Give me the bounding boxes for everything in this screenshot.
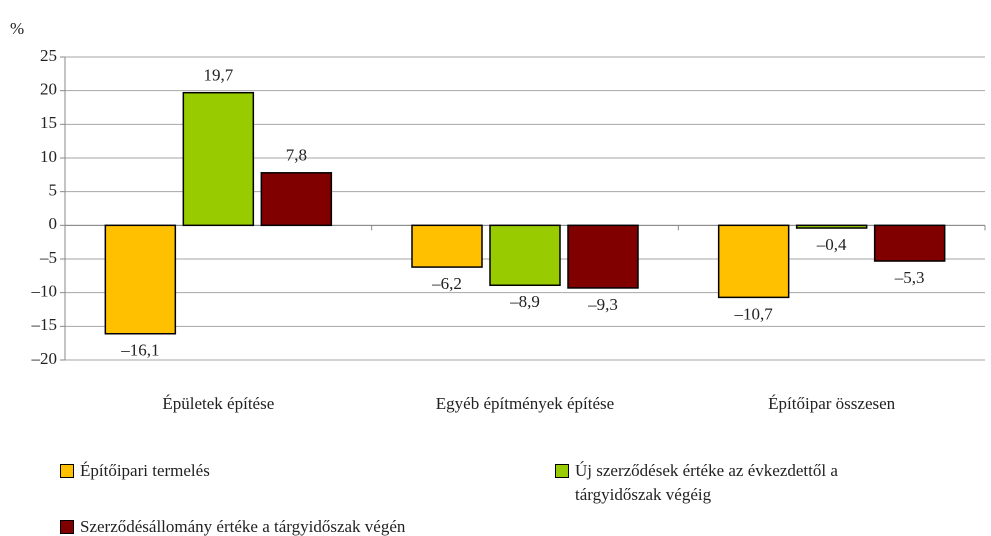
legend-swatch [555,464,569,478]
data-label: –0,4 [816,235,847,254]
data-label: –9,3 [587,295,618,314]
bar [873,224,946,262]
y-tick-label: 20 [40,80,57,99]
y-axis-label: % [10,19,24,38]
bar [489,224,561,287]
legend-swatch [60,464,74,478]
data-label: –8,9 [509,292,540,311]
x-tick-label: Építőipar összesen [768,394,895,413]
legend-item: Építőipari termelés [60,459,500,483]
bar [795,224,868,229]
x-tick-label: Épületek építése [162,394,274,413]
legend-swatch [60,520,74,534]
data-label: –16,1 [120,341,159,360]
data-label: –5,3 [894,268,925,287]
y-tick-label: 15 [40,113,57,132]
bar [104,224,177,335]
bar [567,224,639,289]
data-label: –6,2 [431,274,462,293]
legend-item: Új szerződések értéke az évkezdettől a t… [555,459,855,507]
y-tick-label: –5 [39,248,57,267]
data-label: –10,7 [734,304,774,323]
y-tick-label: 5 [49,181,58,200]
bar [182,91,255,227]
y-tick-label: –20 [31,349,58,368]
y-tick-label: –15 [31,315,58,334]
data-label: 7,8 [286,146,307,165]
y-tick-label: 25 [40,46,57,65]
legend-label: Építőipari termelés [80,461,210,480]
y-tick-label: –10 [31,282,58,301]
bar [260,172,333,227]
legend-label: Új szerződések értéke az évkezdettől a t… [575,461,838,504]
legend-item: Szerződésállomány értéke a tárgyidőszak … [60,515,500,536]
y-tick-label: 0 [49,214,58,233]
data-label: 19,7 [203,66,233,85]
bar [411,224,483,268]
legend-label: Szerződésállomány értéke a tárgyidőszak … [80,517,406,536]
bar [717,224,790,299]
y-tick-label: 10 [40,147,57,166]
x-tick-label: Egyéb építmények építése [436,394,614,413]
